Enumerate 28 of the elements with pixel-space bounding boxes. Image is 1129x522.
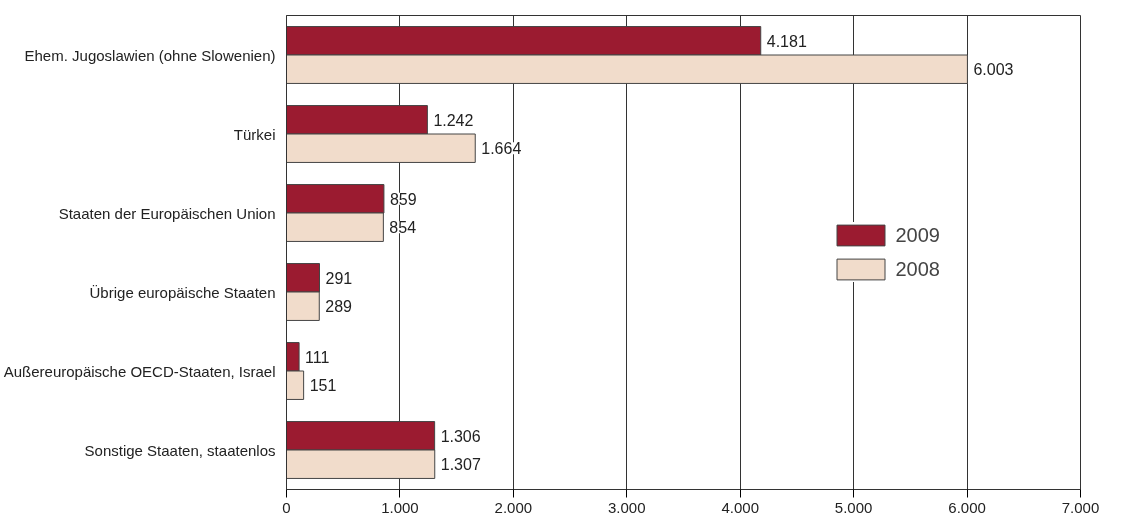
data-label: 289 [325, 298, 353, 316]
legend-label: 2009 [895, 223, 940, 247]
data-label: 111 [305, 348, 330, 366]
data-label: 1.307 [440, 456, 481, 474]
legend-label: 2008 [895, 257, 940, 281]
data-label: 6.003 [973, 61, 1014, 79]
y-tick-label: Übrige europäische Staaten [89, 283, 276, 301]
x-tick-label: 5.000 [834, 498, 873, 516]
x-tick-label: 1.000 [381, 498, 419, 516]
x-tick-label: 4.000 [721, 498, 759, 516]
data-label: 291 [325, 269, 353, 287]
x-tick-label: 0 [282, 498, 291, 516]
data-label: 4.181 [766, 32, 807, 50]
x-tick-label: 2.000 [494, 498, 533, 516]
data-label: 1.242 [433, 111, 474, 129]
data-label: 151 [309, 377, 337, 395]
x-tick-label: 6.000 [948, 498, 986, 516]
x-tick-label: 7.000 [1061, 498, 1100, 516]
data-label: 854 [389, 219, 417, 237]
data-label: 1.664 [481, 140, 522, 158]
data-label: 1.306 [440, 427, 481, 445]
data-label: 859 [389, 190, 417, 208]
y-tick-label: Türkei [233, 125, 276, 143]
y-tick-label: Sonstige Staaten, staatenlos [84, 441, 276, 459]
y-tick-label: Staaten der Europäischen Union [58, 204, 276, 222]
x-tick-label: 3.000 [608, 498, 646, 516]
y-tick-label: Außereuropäische OECD-Staaten, Israel [3, 362, 276, 380]
y-tick-label: Ehem. Jugoslawien (ohne Slowenien) [24, 46, 276, 64]
